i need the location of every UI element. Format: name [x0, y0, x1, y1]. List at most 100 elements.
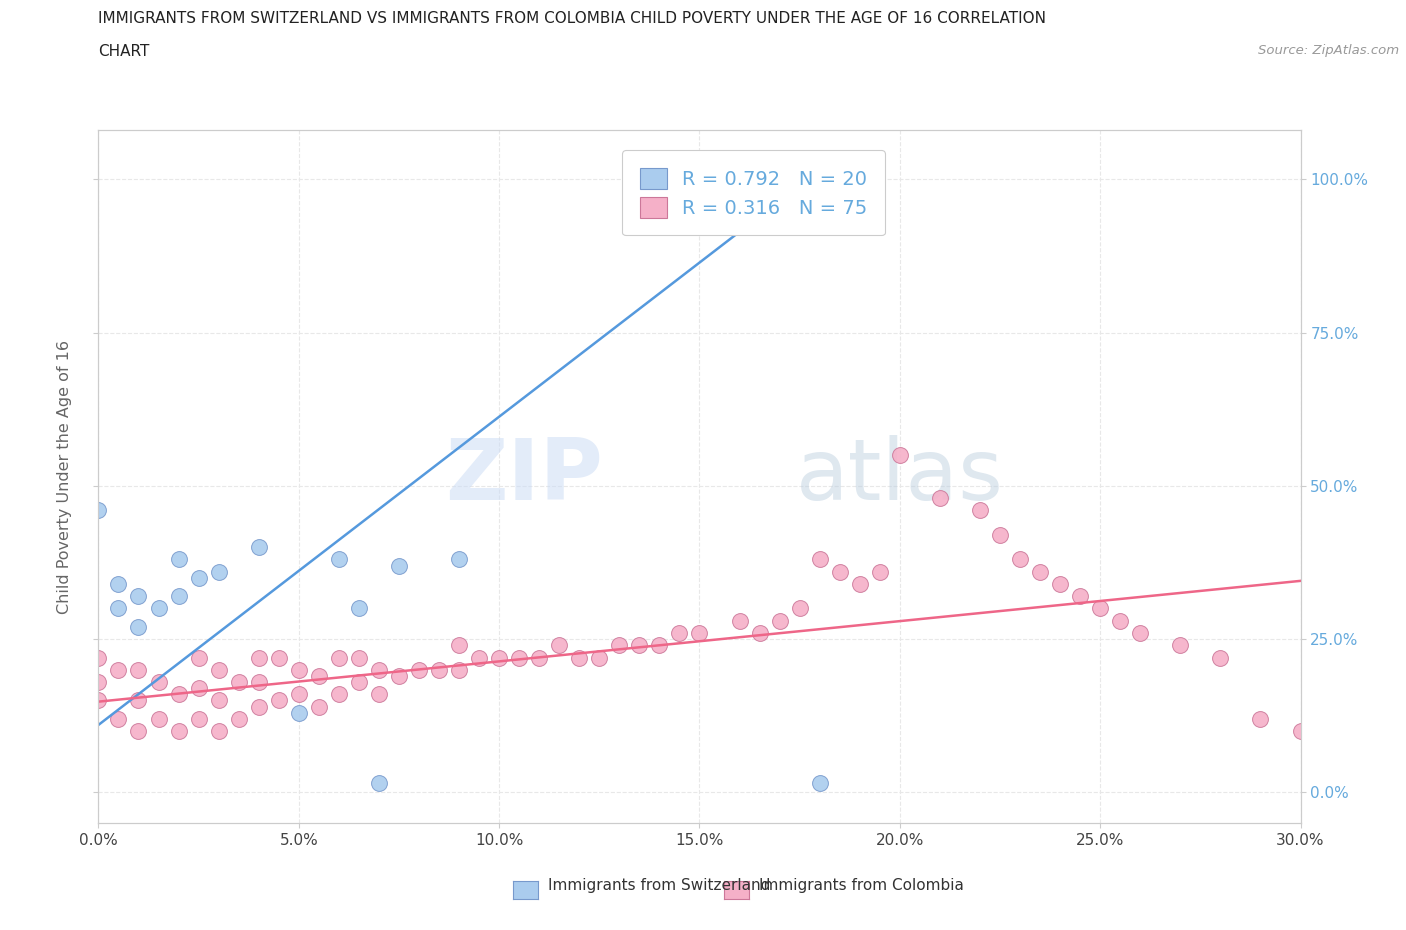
Point	[347, 650, 370, 665]
Point	[368, 687, 391, 702]
Point	[107, 711, 129, 726]
Point	[187, 711, 209, 726]
Point	[267, 693, 290, 708]
Point	[128, 589, 150, 604]
Point	[388, 558, 411, 573]
Point	[828, 565, 851, 579]
Point	[1049, 577, 1071, 591]
Point	[167, 589, 190, 604]
Point	[288, 662, 311, 677]
Point	[187, 681, 209, 696]
Point	[889, 447, 911, 462]
Point	[1289, 724, 1312, 738]
Point	[988, 527, 1011, 542]
Point	[869, 565, 891, 579]
Text: atlas: atlas	[796, 435, 1004, 518]
Point	[808, 776, 831, 790]
Point	[148, 711, 170, 726]
Point	[187, 570, 209, 585]
Point	[427, 662, 450, 677]
Point	[849, 577, 872, 591]
Point	[368, 776, 391, 790]
Point	[228, 711, 250, 726]
Point	[148, 601, 170, 616]
Point	[709, 178, 731, 193]
Point	[128, 662, 150, 677]
Point	[267, 650, 290, 665]
Point	[447, 552, 470, 567]
Point	[167, 552, 190, 567]
Legend: R = 0.792   N = 20, R = 0.316   N = 75: R = 0.792 N = 20, R = 0.316 N = 75	[621, 151, 886, 235]
Point	[668, 626, 690, 641]
Point	[1088, 601, 1111, 616]
Point	[1170, 638, 1192, 653]
Point	[347, 601, 370, 616]
Point	[247, 699, 270, 714]
Point	[288, 687, 311, 702]
Point	[247, 539, 270, 554]
Point	[87, 674, 110, 689]
Point	[488, 650, 510, 665]
Point	[689, 626, 711, 641]
Point	[87, 650, 110, 665]
Point	[247, 650, 270, 665]
Point	[728, 613, 751, 628]
Point	[328, 650, 350, 665]
Text: Immigrants from Colombia: Immigrants from Colombia	[759, 878, 965, 893]
Point	[308, 669, 330, 684]
Point	[1129, 626, 1152, 641]
Text: IMMIGRANTS FROM SWITZERLAND VS IMMIGRANTS FROM COLOMBIA CHILD POVERTY UNDER THE : IMMIGRANTS FROM SWITZERLAND VS IMMIGRANT…	[98, 11, 1046, 26]
Point	[288, 705, 311, 720]
Text: ZIP: ZIP	[446, 435, 603, 518]
Point	[87, 693, 110, 708]
Point	[167, 724, 190, 738]
Point	[508, 650, 530, 665]
Point	[128, 724, 150, 738]
Point	[1029, 565, 1052, 579]
Point	[148, 674, 170, 689]
Point	[1250, 711, 1272, 726]
Point	[247, 674, 270, 689]
Text: Immigrants from Switzerland: Immigrants from Switzerland	[548, 878, 770, 893]
Point	[969, 503, 991, 518]
Text: Source: ZipAtlas.com: Source: ZipAtlas.com	[1258, 44, 1399, 57]
Point	[128, 619, 150, 634]
Point	[609, 638, 631, 653]
Point	[187, 650, 209, 665]
Point	[208, 662, 231, 677]
Point	[769, 613, 792, 628]
Text: CHART: CHART	[98, 44, 150, 59]
Point	[308, 699, 330, 714]
Point	[167, 687, 190, 702]
Point	[568, 650, 591, 665]
Point	[228, 674, 250, 689]
Point	[107, 577, 129, 591]
Point	[588, 650, 610, 665]
Point	[368, 662, 391, 677]
Point	[328, 687, 350, 702]
Point	[408, 662, 430, 677]
Point	[1069, 589, 1091, 604]
Point	[388, 669, 411, 684]
Point	[107, 601, 129, 616]
Point	[1209, 650, 1232, 665]
Point	[529, 650, 551, 665]
Point	[1109, 613, 1132, 628]
Point	[628, 638, 651, 653]
Point	[748, 626, 770, 641]
Point	[208, 693, 231, 708]
Point	[87, 503, 110, 518]
Y-axis label: Child Poverty Under the Age of 16: Child Poverty Under the Age of 16	[58, 339, 72, 614]
Point	[107, 662, 129, 677]
Point	[789, 601, 811, 616]
Point	[789, 184, 811, 199]
Point	[1010, 552, 1032, 567]
Point	[468, 650, 491, 665]
Point	[328, 552, 350, 567]
Point	[128, 693, 150, 708]
Point	[548, 638, 571, 653]
Point	[347, 674, 370, 689]
Point	[808, 552, 831, 567]
Point	[929, 491, 952, 506]
Point	[447, 638, 470, 653]
